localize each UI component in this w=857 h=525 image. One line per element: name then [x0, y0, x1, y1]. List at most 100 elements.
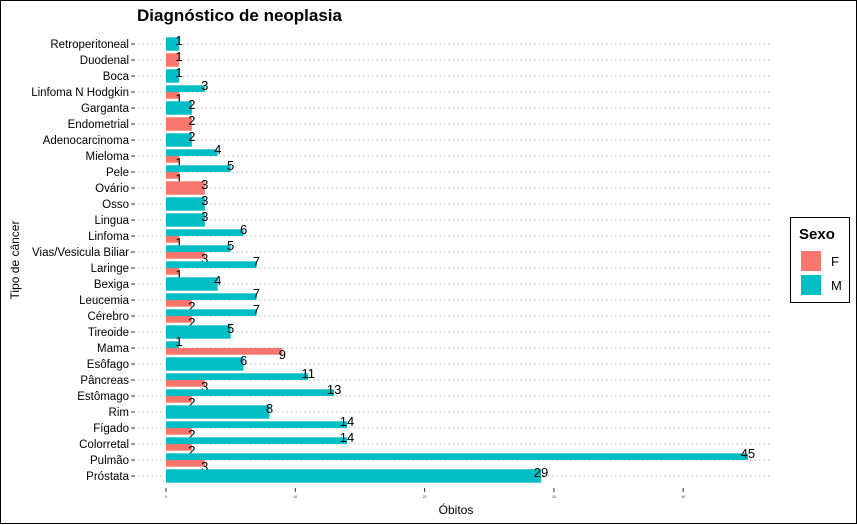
bar-m — [166, 229, 244, 236]
bar-label-f: 3 — [201, 459, 208, 474]
bar-label-m: 5 — [227, 321, 234, 336]
y-tick-label: Duodenal — [80, 55, 129, 67]
y-tick-label: Ovário — [95, 183, 129, 195]
bar-label-m: 7 — [253, 254, 260, 269]
x-tick-label: 10 — [293, 495, 297, 499]
bar-label-m: 5 — [227, 158, 234, 173]
bar-label-m: 45 — [741, 446, 755, 461]
y-tick-label: Osso — [102, 199, 129, 211]
bar-label-m: 1 — [175, 334, 182, 349]
legend-title: Sexo — [799, 226, 835, 243]
bar-m — [166, 437, 348, 444]
bar-f — [166, 396, 192, 403]
bar-f — [166, 117, 192, 131]
bar-m — [166, 293, 257, 300]
y-tick-label: Endometrial — [68, 119, 129, 131]
bar-label-f: 2 — [188, 443, 195, 458]
bar-label-m: 5 — [227, 238, 234, 253]
bar-label-m: 6 — [240, 222, 247, 237]
bar-m — [166, 101, 192, 115]
bar-label-f: 2 — [188, 299, 195, 314]
y-tick-label: Laringe — [91, 263, 129, 275]
legend-key-f — [801, 251, 821, 271]
bar-label-m: 2 — [188, 129, 195, 144]
bar-f — [166, 380, 205, 387]
y-tick-label: Rim — [109, 407, 129, 419]
bar-label-f: 2 — [188, 427, 195, 442]
bar-m — [166, 309, 257, 316]
bar-label-f: 1 — [175, 235, 182, 250]
bar-m — [166, 469, 541, 483]
y-tick-label: Estômago — [77, 391, 129, 403]
legend: Sexo F M — [790, 217, 850, 303]
bar-m — [166, 85, 205, 92]
bar-label-m: 3 — [201, 193, 208, 208]
bar-label-f: 2 — [188, 113, 195, 128]
bar-m — [166, 197, 205, 211]
y-tick-label: Pulmão — [90, 455, 129, 467]
bar-m — [166, 165, 231, 172]
y-tick-label: Mieloma — [86, 151, 130, 163]
y-tick-label: Pele — [106, 167, 129, 179]
bar-label-m: 14 — [340, 414, 354, 429]
y-tick-label: Linfoma N Hodgkin — [31, 87, 129, 99]
bar-m — [166, 389, 335, 396]
x-tick-label: 0 — [165, 495, 167, 499]
bar-m — [166, 341, 179, 348]
bar-label-m: 1 — [175, 33, 182, 48]
bar-label-m: 3 — [201, 209, 208, 224]
bar-m — [166, 133, 192, 147]
bar-f — [166, 172, 179, 179]
x-axis-label: Óbitos — [438, 503, 474, 517]
bar-label-f: 2 — [188, 395, 195, 410]
bar-m — [166, 277, 218, 291]
bar-label-m: 29 — [534, 465, 548, 480]
bar-m — [166, 373, 309, 380]
bar-label-m: 8 — [266, 401, 273, 416]
bar-label-f: 1 — [175, 267, 182, 282]
y-tick-label: Mama — [97, 343, 130, 355]
bar-f — [166, 53, 179, 67]
bar-f — [166, 268, 179, 275]
bar-label-f: 2 — [188, 315, 195, 330]
bar-f — [166, 428, 192, 435]
bar-label-f: 1 — [175, 171, 182, 186]
bar-label-m: 7 — [253, 302, 260, 317]
bar-label-m: 3 — [201, 78, 208, 93]
bar-label-m: 6 — [240, 353, 247, 368]
bar-m — [166, 453, 748, 460]
bar-label-f: 1 — [175, 49, 182, 64]
bar-label-m: 14 — [340, 430, 354, 445]
bar-f — [166, 92, 179, 99]
bar-f — [166, 236, 179, 243]
y-tick-label: Vias/Vesicula Biliar — [32, 247, 129, 259]
bar-m — [166, 213, 205, 227]
bar-label-f: 3 — [201, 177, 208, 192]
bar-label-m: 4 — [214, 142, 221, 157]
bar-label-m: 1 — [175, 65, 182, 80]
bar-label-m: 4 — [214, 273, 221, 288]
y-tick-label: Cérebro — [87, 311, 129, 323]
bar-f — [166, 300, 192, 307]
bar-f — [166, 181, 205, 195]
legend-key-m — [801, 275, 821, 295]
bar-label-f: 3 — [201, 251, 208, 266]
bar-f — [166, 252, 205, 259]
bar-label-m: 2 — [188, 97, 195, 112]
bar-label-m: 11 — [301, 366, 315, 381]
bar-m — [166, 245, 231, 252]
legend-label-f: F — [831, 254, 839, 269]
bar-f — [166, 444, 192, 451]
y-tick-label: Próstata — [86, 471, 129, 483]
y-tick-label: Bexiga — [94, 279, 130, 291]
bar-f — [166, 316, 192, 323]
legend-label-m: M — [831, 278, 842, 293]
bar-label-f: 1 — [175, 155, 182, 170]
y-tick-label: Tireoide — [88, 327, 129, 339]
bar-label-f: 1 — [175, 91, 182, 106]
y-tick-label: Colorretal — [79, 439, 129, 451]
bar-m — [166, 69, 179, 83]
y-tick-label: Garganta — [81, 103, 130, 115]
y-tick-label: Adenocarcinoma — [43, 135, 130, 147]
